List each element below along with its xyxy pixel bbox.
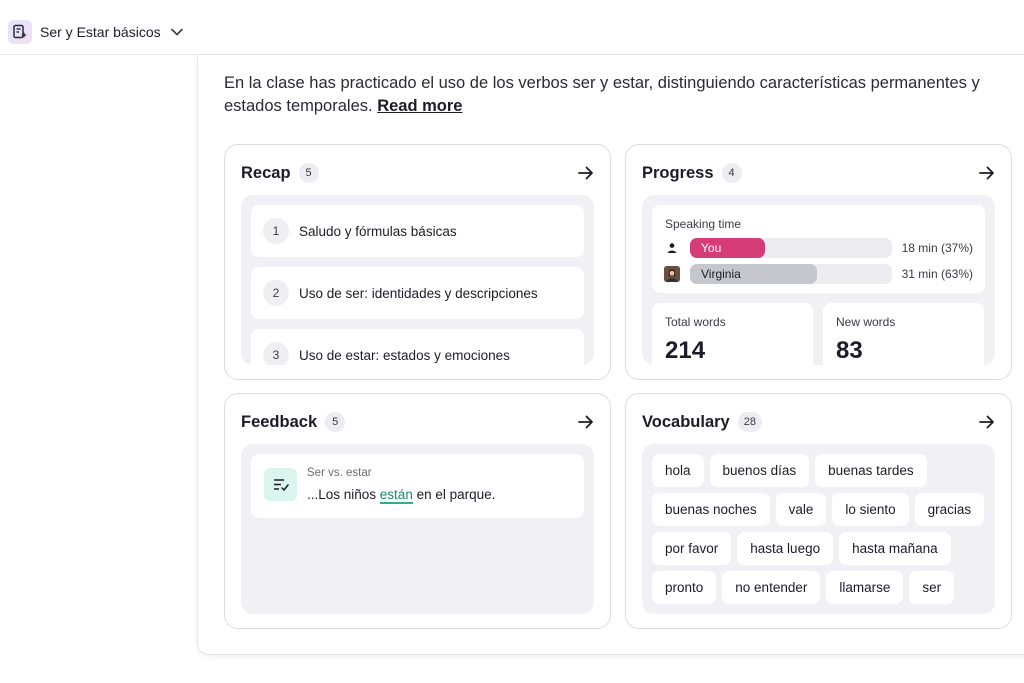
feedback-highlight: están — [379, 487, 413, 504]
vocabulary-chip-list: hola buenos días buenas tardes buenas no… — [652, 454, 989, 604]
vocab-chip[interactable]: buenos días — [709, 454, 810, 487]
recap-item-number: 1 — [263, 218, 289, 244]
total-words-box: Total words 214 — [652, 303, 813, 365]
vocabulary-arrow-right-icon[interactable] — [979, 415, 995, 429]
recap-item-label: Uso de estar: estados y emociones — [299, 347, 510, 363]
total-words-label: Total words — [665, 315, 726, 329]
vocabulary-count-badge: 28 — [737, 412, 762, 432]
speaking-time-box: Speaking time You 18 min (37%) — [652, 205, 985, 293]
speaking-bar-you: You — [690, 238, 892, 258]
speaker-row-you: You 18 min (37%) — [664, 237, 973, 259]
lesson-summary-panel: En la clase has practicado el uso de los… — [197, 55, 1024, 655]
vocab-chip[interactable]: lo siento — [832, 493, 909, 526]
vocab-chip[interactable]: llamarse — [826, 571, 904, 604]
vocab-chip[interactable]: buenas tardes — [815, 454, 927, 487]
feedback-category: Ser vs. estar — [307, 467, 372, 479]
recap-header: Recap 5 — [241, 161, 594, 185]
feedback-sentence: ...Los niños están en el parque. — [307, 487, 496, 504]
feedback-arrow-right-icon[interactable] — [578, 415, 594, 429]
progress-title: Progress — [642, 163, 714, 182]
speaker-time-virginia: 31 min (63%) — [901, 267, 973, 281]
chevron-down-icon[interactable] — [170, 28, 183, 36]
speaker-time-you: 18 min (37%) — [901, 241, 973, 255]
avatar-icon — [664, 266, 680, 282]
lesson-sparkle-icon — [8, 20, 32, 44]
vocab-chip[interactable]: hola — [652, 454, 704, 487]
progress-arrow-right-icon[interactable] — [979, 166, 995, 180]
recap-item[interactable]: 2 Uso de ser: identidades y descripcione… — [251, 267, 584, 319]
speaking-bar-fill-you — [690, 238, 765, 258]
vocabulary-card: Vocabulary 28 hola buenos días buenas ta… — [625, 393, 1012, 629]
recap-arrow-right-icon[interactable] — [578, 166, 594, 180]
feedback-item[interactable]: Ser vs. estar ...Los niños están en el p… — [251, 454, 584, 518]
feedback-prefix: ...Los niños — [307, 487, 380, 502]
progress-content: Speaking time You 18 min (37%) — [642, 195, 995, 365]
recap-item-label: Uso de ser: identidades y descripciones — [299, 285, 538, 301]
recap-item-number: 3 — [263, 342, 289, 365]
recap-item-number: 2 — [263, 280, 289, 306]
recap-title: Recap — [241, 163, 291, 182]
speaking-bar-virginia: Virginia — [690, 264, 892, 284]
top-bar: Ser y Estar básicos — [0, 0, 1024, 55]
vocabulary-title: Vocabulary — [642, 412, 730, 431]
feedback-card: Feedback 5 Ser vs. estar ...Los niños es… — [224, 393, 611, 629]
progress-count-badge: 4 — [721, 163, 742, 183]
progress-card: Progress 4 Speaking time You 18 min (37%… — [625, 144, 1012, 380]
vocab-chip[interactable]: gracias — [914, 493, 985, 526]
feedback-count-badge: 5 — [325, 412, 346, 432]
new-words-label: New words — [836, 315, 896, 329]
total-words-value: 214 — [665, 337, 706, 364]
lesson-title: Ser y Estar básicos — [40, 24, 161, 40]
summary-text: En la clase has practicado el uso de los… — [224, 72, 1004, 118]
read-more-link[interactable]: Read more — [377, 97, 463, 115]
checklist-icon — [264, 468, 297, 501]
feedback-header: Feedback 5 — [241, 410, 594, 434]
new-words-value: 83 — [836, 337, 863, 364]
vocab-chip[interactable]: por favor — [652, 532, 732, 565]
speaking-time-label: Speaking time — [665, 217, 742, 231]
speaking-bar-fill-virginia — [690, 264, 818, 284]
vocab-chip[interactable]: buenas noches — [652, 493, 770, 526]
speaker-name-you: You — [701, 241, 722, 255]
recap-list: 1 Saludo y fórmulas básicas 2 Uso de ser… — [241, 195, 594, 365]
summary-body: En la clase has practicado el uso de los… — [224, 74, 980, 115]
vocab-chip[interactable]: hasta luego — [737, 532, 834, 565]
progress-header: Progress 4 — [642, 161, 995, 185]
speaker-row-virginia: Virginia 31 min (63%) — [664, 263, 973, 285]
vocab-chip[interactable]: ser — [909, 571, 955, 604]
new-words-box: New words 83 — [823, 303, 984, 365]
recap-item[interactable]: 1 Saludo y fórmulas básicas — [251, 205, 584, 257]
lesson-selector[interactable]: Ser y Estar básicos — [8, 19, 183, 45]
vocab-chip[interactable]: pronto — [652, 571, 717, 604]
person-icon — [664, 240, 680, 256]
vocabulary-header: Vocabulary 28 — [642, 410, 995, 434]
recap-card: Recap 5 1 Saludo y fórmulas básicas 2 Us… — [224, 144, 611, 380]
recap-count-badge: 5 — [298, 163, 319, 183]
recap-item-label: Saludo y fórmulas básicas — [299, 223, 457, 239]
feedback-list: Ser vs. estar ...Los niños están en el p… — [241, 444, 594, 614]
vocab-chip[interactable]: no entender — [722, 571, 821, 604]
feedback-suffix: en el parque. — [412, 487, 496, 502]
vocabulary-chips: hola buenos días buenas tardes buenas no… — [642, 444, 995, 614]
vocab-chip[interactable]: hasta mañana — [839, 532, 951, 565]
recap-item[interactable]: 3 Uso de estar: estados y emociones — [251, 329, 584, 365]
vocab-chip[interactable]: vale — [775, 493, 827, 526]
speaker-name-virginia: Virginia — [701, 267, 741, 281]
feedback-title: Feedback — [241, 412, 318, 431]
